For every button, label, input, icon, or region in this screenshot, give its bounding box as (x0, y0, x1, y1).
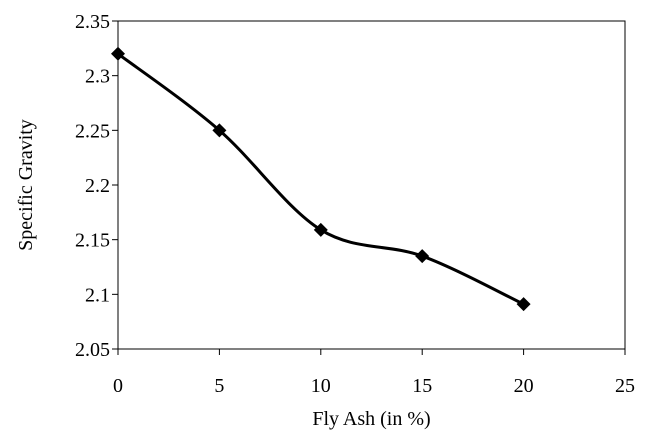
data-point-marker (212, 123, 227, 138)
data-point-marker (313, 222, 328, 237)
x-axis-ticks: 0 5 10 15 20 25 (113, 349, 635, 397)
x-tick-label: 0 (113, 375, 123, 397)
y-tick-label: 2.15 (75, 230, 110, 252)
y-tick-label: 2.35 (75, 11, 110, 33)
data-point-marker (415, 249, 430, 264)
x-tick-label: 25 (615, 375, 635, 397)
y-tick-label: 2.05 (75, 339, 110, 361)
series-line (117, 52, 525, 306)
x-tick-label: 10 (311, 375, 331, 397)
y-tick-label: 2.2 (85, 175, 110, 197)
y-axis-title: Specific Gravity (15, 119, 37, 251)
y-tick-label: 2.25 (75, 120, 110, 142)
data-point-marker (516, 297, 531, 312)
plot-area-frame (117, 20, 626, 350)
x-tick-label: 20 (514, 375, 534, 397)
y-tick-label: 2.1 (85, 284, 110, 306)
data-point-marker (111, 46, 125, 61)
x-axis-title: Fly Ash (in %) (312, 408, 430, 430)
data-markers (111, 46, 531, 312)
x-tick-label: 5 (214, 375, 224, 397)
y-axis-ticks: 2.05 2.1 2.15 2.2 2.25 2.3 2.35 (75, 11, 118, 361)
x-tick-label: 15 (412, 375, 432, 397)
y-tick-label: 2.3 (85, 66, 110, 88)
